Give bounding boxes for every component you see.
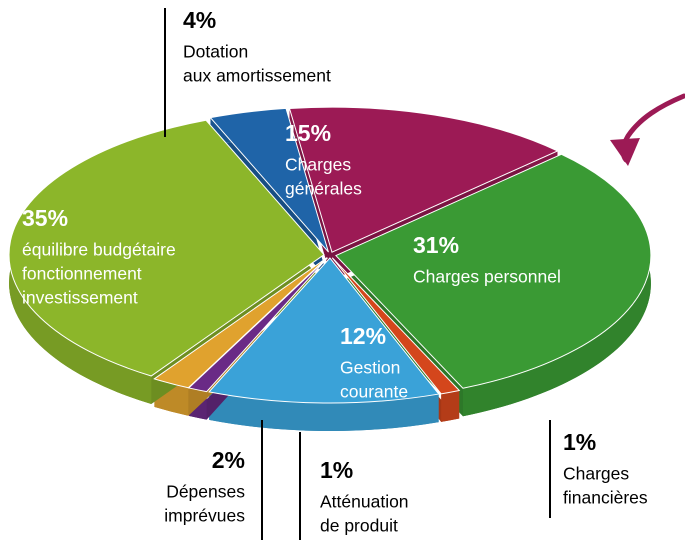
category-label: Charges xyxy=(563,464,629,484)
category-label: investissement xyxy=(22,288,138,308)
pie-slice xyxy=(8,119,325,377)
category-label: courante xyxy=(340,382,408,402)
pie-tops xyxy=(8,106,652,404)
category-label: Dotation xyxy=(183,42,248,62)
category-label: Atténuation xyxy=(320,492,409,512)
category-label: Charges personnel xyxy=(413,267,561,287)
category-label: financières xyxy=(563,488,648,508)
pie-slice xyxy=(335,153,652,389)
category-label: fonctionnement xyxy=(22,264,142,284)
pie-slice xyxy=(208,257,440,404)
value-label: 2% xyxy=(212,447,245,473)
value-label: 4% xyxy=(183,7,216,33)
category-label: Dépenses xyxy=(166,482,245,502)
category-label: générales xyxy=(285,179,362,199)
value-label: 15% xyxy=(285,120,331,146)
pie-slice xyxy=(331,257,461,395)
category-label: de produit xyxy=(320,516,398,536)
value-label: 35% xyxy=(22,205,68,231)
category-label: Gestion xyxy=(340,358,400,378)
value-label: 31% xyxy=(413,232,459,258)
category-label: équilibre budgétaire xyxy=(22,240,176,260)
labels: 4% Dotation aux amortissement 15% Charges gén… xyxy=(22,7,648,536)
pie-slice xyxy=(288,106,559,253)
pie-slice-rim xyxy=(441,390,460,422)
leader-lines xyxy=(164,8,551,540)
category-label: imprévues xyxy=(164,506,245,526)
value-label: 12% xyxy=(340,323,386,349)
category-label: aux amortissement xyxy=(183,66,331,86)
pie-slice-rim xyxy=(462,154,651,417)
pie-slice-rim xyxy=(209,391,439,431)
pie-slice xyxy=(153,257,328,389)
pie-slice xyxy=(209,107,329,253)
category-label: Charges xyxy=(285,155,351,175)
value-label: 1% xyxy=(563,429,596,455)
value-label: 1% xyxy=(320,457,353,483)
decorative-arrowhead xyxy=(610,138,640,166)
